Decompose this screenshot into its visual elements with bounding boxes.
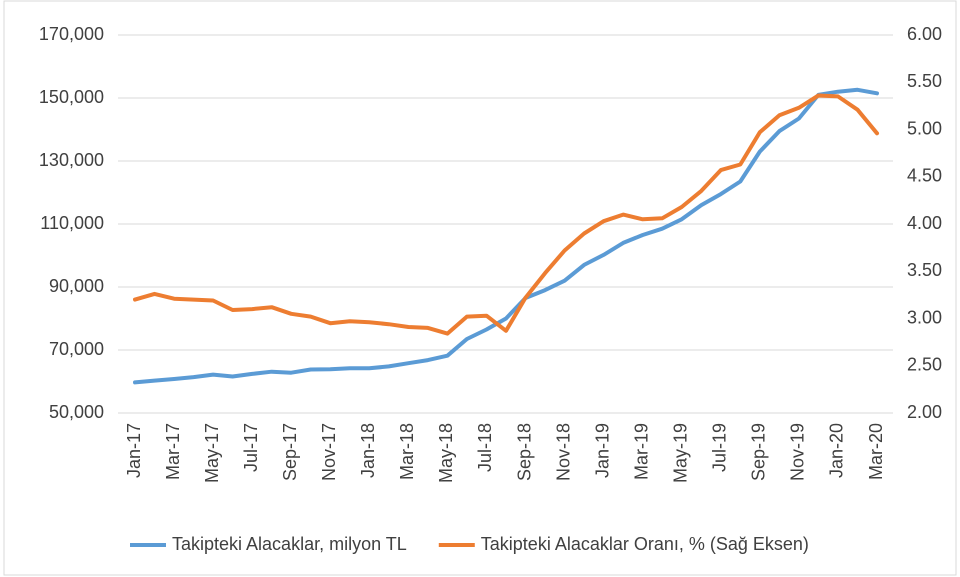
x-tick-label: May-18 [436,423,456,483]
y-tick-label: 130,000 [39,150,104,170]
x-tick-label: Jan-17 [124,423,144,478]
y-tick-label: 90,000 [49,276,104,296]
legend-label: Takipteki Alacaklar Oranı, % (Sağ Eksen) [481,534,809,554]
series-line [133,93,879,336]
x-tick-label: Jan-18 [358,423,378,478]
y2-tick-label: 5.00 [907,118,942,138]
y-tick-label: 110,000 [40,213,104,233]
y2-tick-label: 5.50 [907,71,942,91]
y2-tick-label: 3.50 [907,260,942,280]
y-tick-label: 170,000 [39,24,104,44]
y2-tick-label: 2.00 [907,402,942,422]
x-tick-label: Mar-19 [631,423,651,480]
y2-tick-label: 3.00 [907,307,942,327]
y-tick-label: 150,000 [39,87,104,107]
x-tick-label: Sep-18 [514,423,534,481]
y2-tick-label: 2.50 [907,355,942,375]
x-tick-label: May-19 [670,423,690,483]
x-tick-label: Nov-18 [553,423,573,481]
series-line [133,87,879,385]
y2-tick-label: 4.00 [907,213,942,233]
x-tick-label: Sep-19 [749,423,769,481]
x-tick-label: Jul-19 [710,423,730,472]
x-tick-label: Nov-19 [788,423,808,481]
x-tick-label: May-17 [202,423,222,483]
x-tick-label: Jul-17 [241,423,261,472]
x-tick-label: Jan-19 [592,423,612,478]
x-tick-label: Mar-18 [397,423,417,480]
y-tick-label: 50,000 [49,402,104,422]
y-tick-label: 70,000 [49,339,104,359]
x-tick-label: Sep-17 [280,423,300,481]
chart-frame [3,0,957,576]
x-tick-label: Jan-20 [827,423,847,478]
x-tick-label: Jul-18 [475,423,495,472]
y2-tick-label: 6.00 [907,24,942,44]
legend-label: Takipteki Alacaklar, milyon TL [172,534,407,554]
x-tick-label: Nov-17 [319,423,339,481]
x-tick-label: Mar-20 [866,423,886,480]
x-tick-label: Mar-17 [163,423,183,480]
y2-tick-label: 4.50 [907,166,942,186]
